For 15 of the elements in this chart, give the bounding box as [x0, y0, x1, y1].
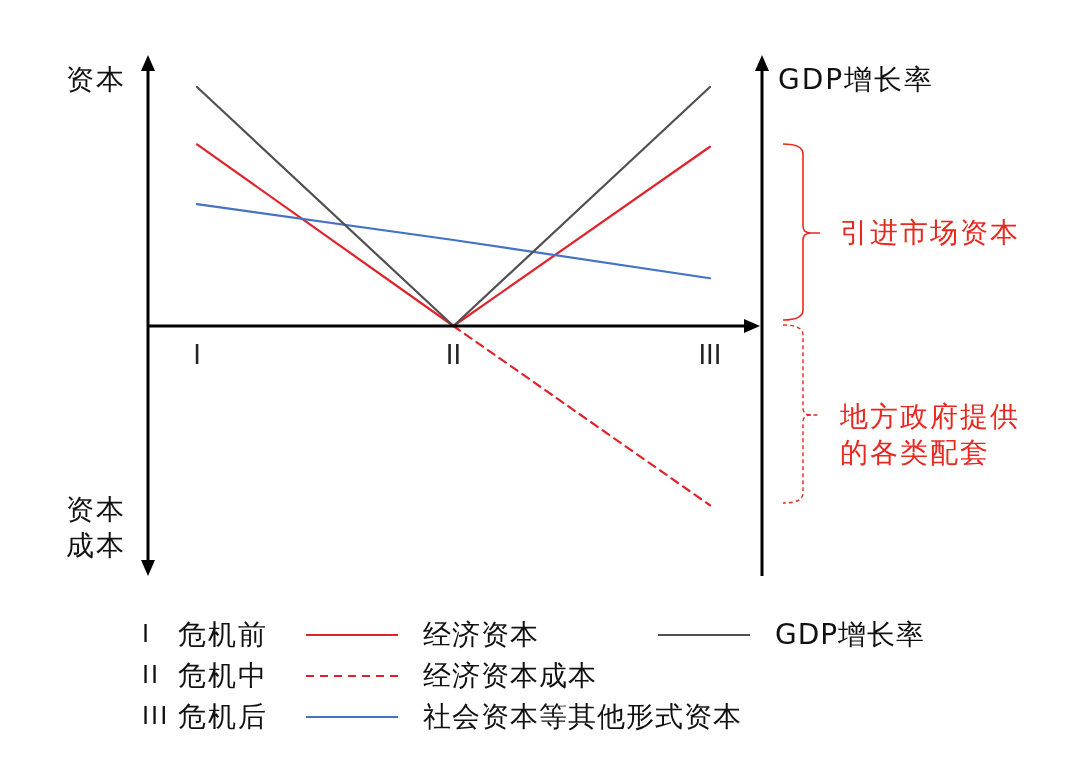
legend-label: 经济资本: [423, 617, 539, 653]
y2-axis-title: GDP增长率: [778, 62, 935, 98]
text: III 危机后: [142, 699, 268, 735]
y-axis-title: 资本: [66, 62, 126, 98]
text: 引进市场资本: [840, 215, 1021, 251]
text: I 危机前: [142, 617, 268, 653]
text: 地方政府提供的各类配套: [840, 399, 1021, 471]
x-tick-label: II: [445, 339, 462, 370]
legend-label: GDP增长率: [775, 617, 926, 653]
text: II 危机中: [142, 658, 268, 694]
text: 资本成本: [66, 492, 127, 564]
legend-label: 经济资本成本: [423, 658, 597, 694]
x-tick-label: III: [698, 339, 722, 370]
x-tick-label: I: [193, 339, 201, 370]
legend-label: 社会资本等其他形式资本: [423, 699, 742, 735]
